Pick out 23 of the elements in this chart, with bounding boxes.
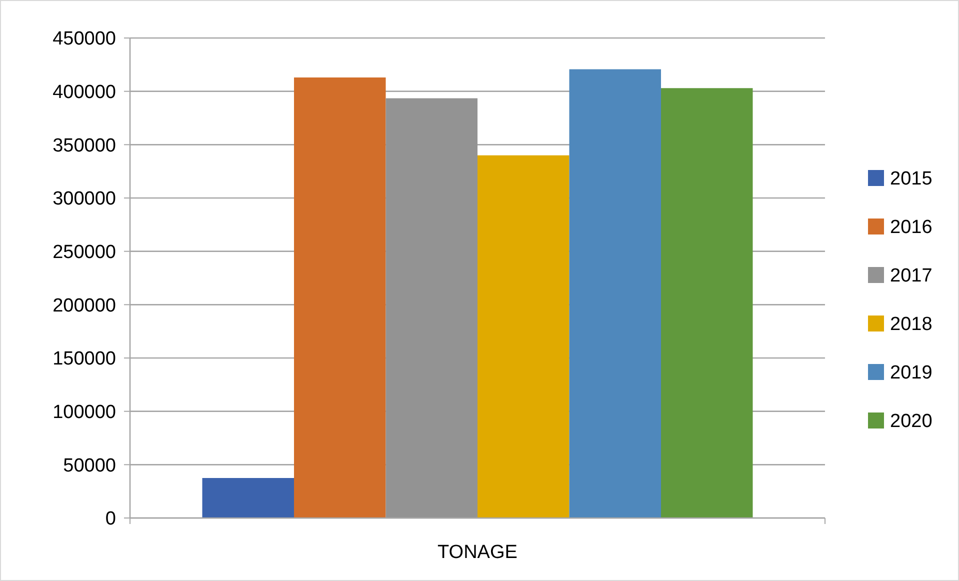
- y-tick-label: 0: [105, 508, 116, 530]
- legend-label: 2018: [890, 314, 932, 336]
- bar: [386, 98, 478, 518]
- y-tick-label: 150000: [52, 348, 116, 370]
- y-tick-label: 250000: [52, 242, 116, 263]
- bar: [661, 88, 753, 518]
- bar: [294, 77, 386, 518]
- x-tick-label: TONAGE: [438, 542, 518, 563]
- y-tick-label: 450000: [52, 28, 116, 50]
- y-tick-label: 200000: [52, 295, 116, 316]
- bar: [569, 69, 661, 518]
- legend-label: 2015: [890, 168, 932, 190]
- bar: [478, 155, 570, 518]
- y-tick-label: 300000: [52, 188, 116, 210]
- bar: [202, 478, 294, 518]
- y-tick-label: 350000: [52, 135, 116, 156]
- y-tick-label: 400000: [52, 82, 116, 103]
- legend-label: 2019: [890, 362, 932, 384]
- y-tick-label: 100000: [52, 402, 116, 423]
- legend-label: 2020: [890, 411, 932, 432]
- legend-label: 2017: [890, 266, 932, 287]
- legend-label: 2016: [890, 217, 932, 238]
- y-tick-label: 50000: [63, 455, 116, 476]
